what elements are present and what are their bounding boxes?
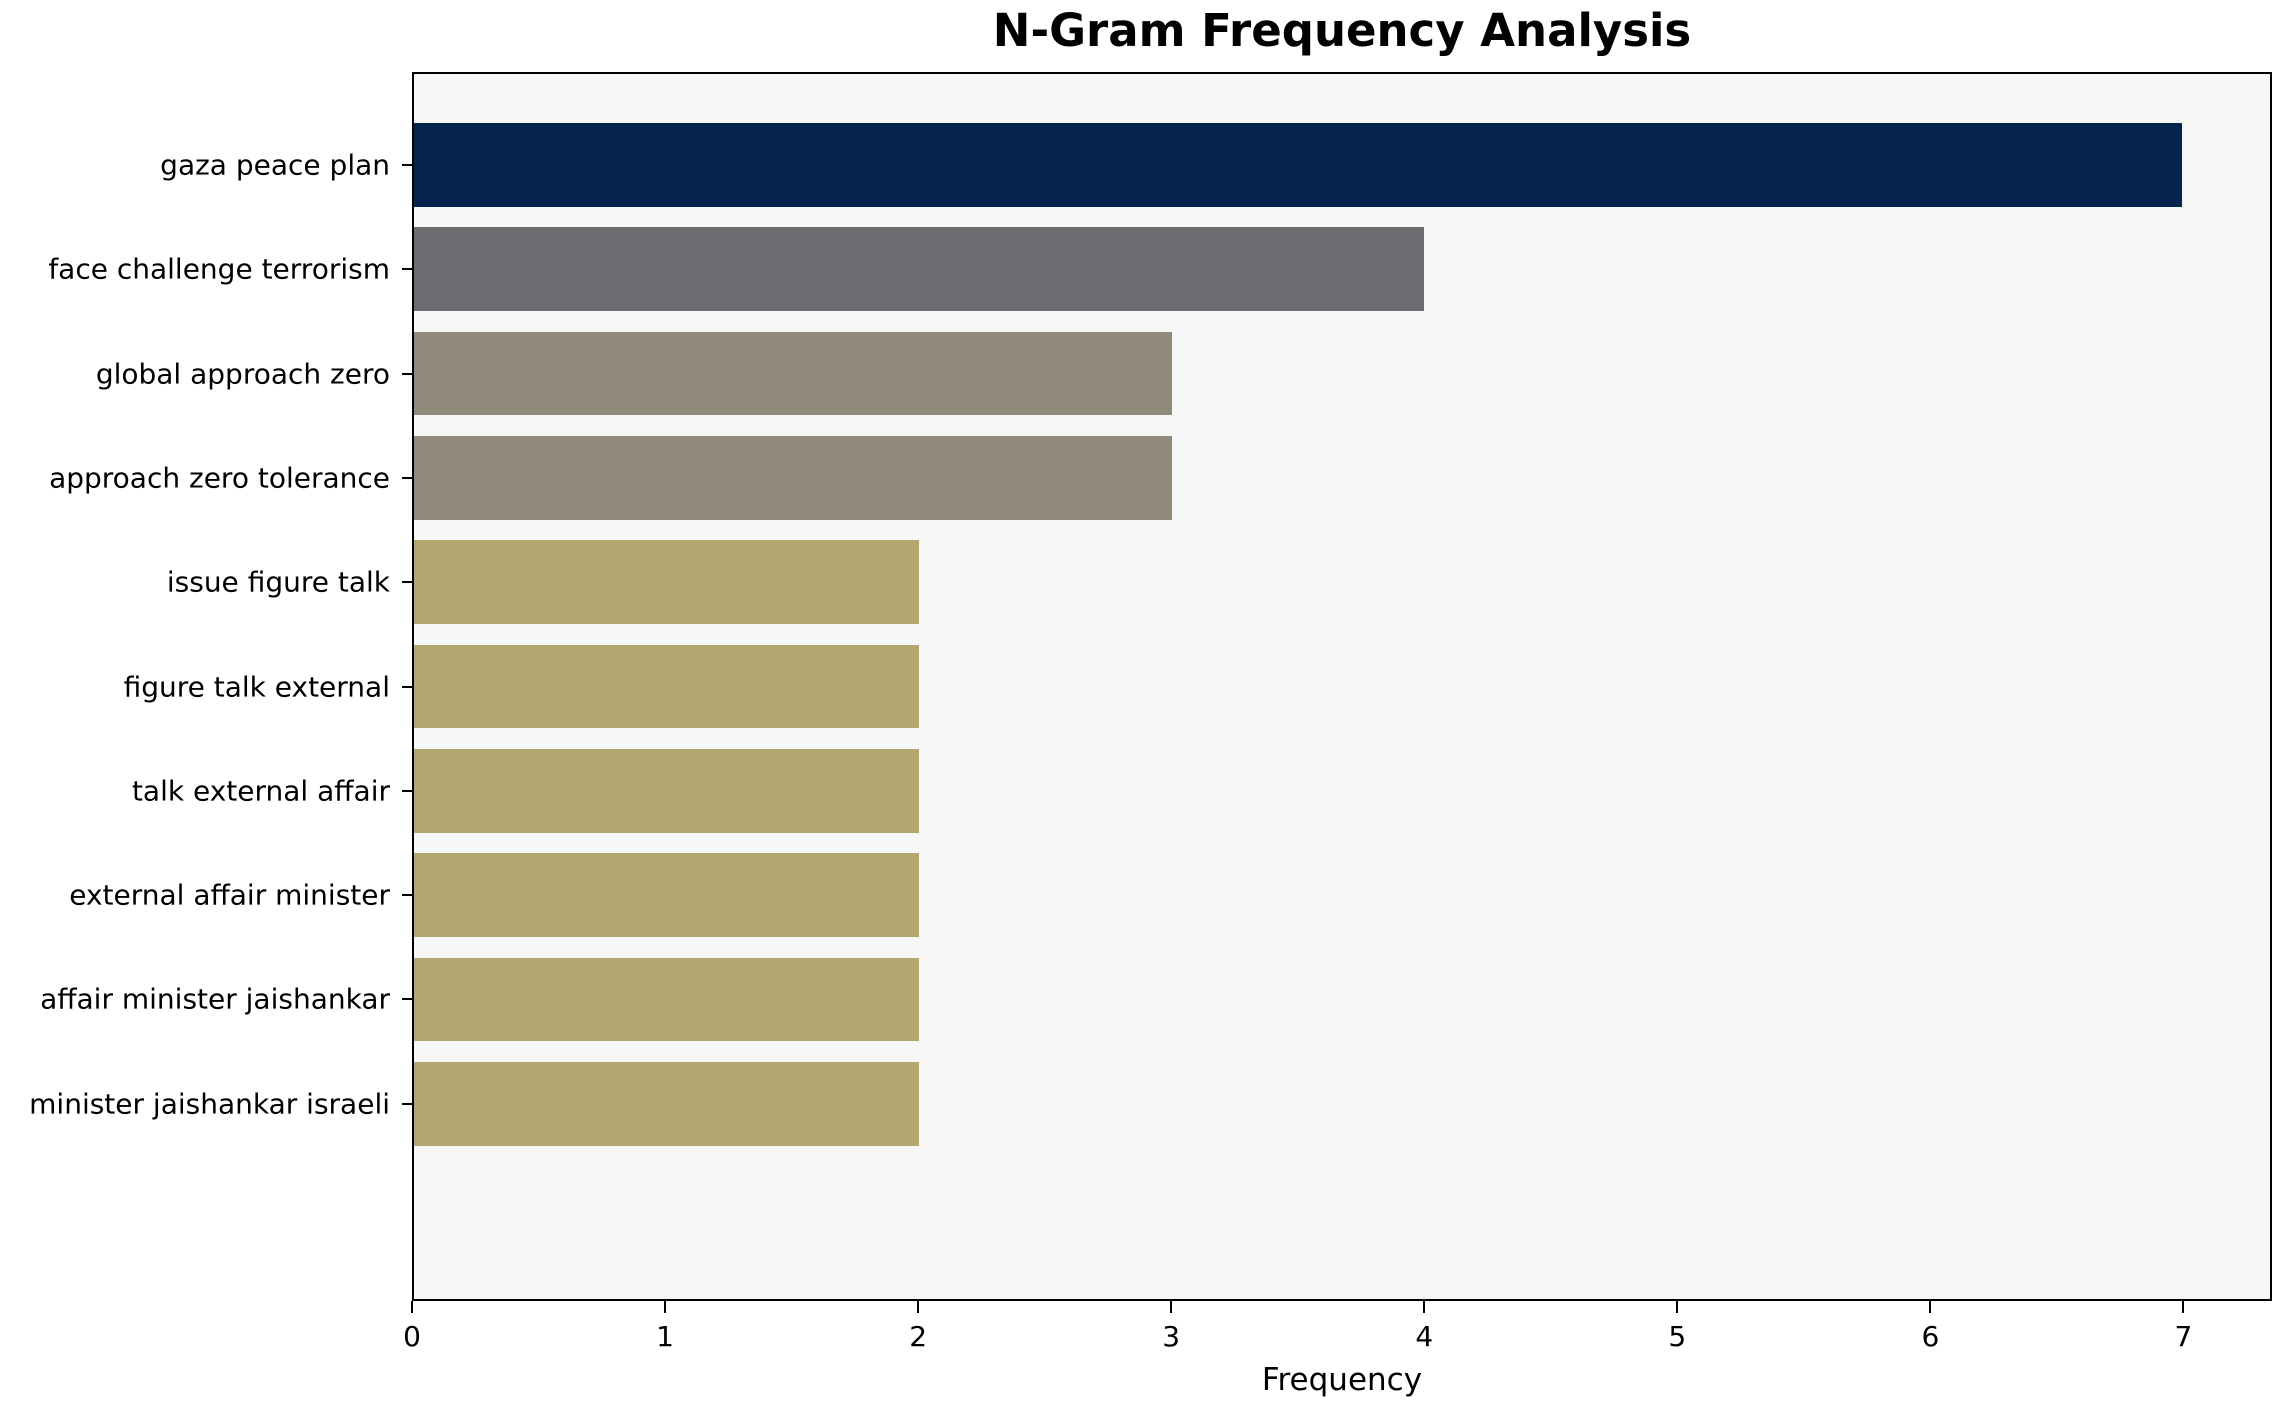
y-tick-mark — [402, 163, 412, 166]
x-tick-label: 5 — [1668, 1320, 1687, 1353]
y-tick-mark — [402, 476, 412, 479]
x-tick-mark — [411, 1301, 413, 1313]
bar — [414, 436, 1172, 520]
x-tick-mark — [664, 1301, 667, 1313]
y-axis-label: issue figure talk — [166, 565, 390, 599]
x-axis-title: Frequency — [1261, 1362, 1423, 1398]
bar — [414, 331, 1172, 416]
y-axis-label: affair minister jaishankar — [40, 982, 390, 1016]
y-tick-mark — [402, 581, 412, 584]
y-tick-mark — [402, 1102, 412, 1105]
y-tick-mark — [402, 685, 412, 688]
y-axis-label: approach zero tolerance — [49, 461, 390, 495]
x-tick-mark — [1929, 1301, 1932, 1313]
bar — [414, 1062, 920, 1146]
y-tick-mark — [402, 894, 412, 897]
x-tick-mark — [917, 1301, 920, 1313]
x-tick-label: 4 — [1415, 1320, 1434, 1353]
x-tick-label: 6 — [1921, 1320, 1940, 1353]
y-axis-label: global approach zero — [95, 357, 390, 390]
x-tick-mark — [1170, 1301, 1173, 1313]
bar — [414, 227, 1425, 311]
x-tick-mark — [2182, 1301, 2185, 1313]
y-axis-label: gaza peace plan — [160, 148, 390, 182]
y-tick-mark — [402, 998, 412, 1001]
x-tick-label: 1 — [656, 1320, 674, 1353]
x-tick-label: 3 — [1162, 1320, 1181, 1353]
x-tick-mark — [1423, 1301, 1426, 1313]
y-tick-mark — [402, 268, 412, 271]
y-axis-label: figure talk external — [123, 670, 390, 703]
y-axis-label: face challenge terrorism — [48, 252, 390, 286]
x-tick-mark — [1676, 1301, 1679, 1313]
x-tick-label: 2 — [909, 1320, 928, 1353]
y-tick-mark — [402, 789, 412, 792]
bar — [414, 644, 920, 729]
y-tick-mark — [402, 372, 412, 375]
bar — [414, 853, 920, 937]
x-tick-label: 0 — [403, 1320, 421, 1353]
y-axis-label: minister jaishankar israeli — [29, 1087, 390, 1121]
bar — [414, 123, 2182, 207]
x-tick-label: 7 — [2174, 1320, 2193, 1353]
bar — [414, 540, 920, 624]
plot-area — [412, 72, 2272, 1301]
chart-title: N-Gram Frequency Analysis — [992, 4, 1692, 57]
y-axis-label: talk external affair — [131, 774, 390, 808]
bar — [414, 749, 920, 833]
y-axis-label: external affair minister — [69, 878, 390, 912]
bar — [414, 957, 920, 1042]
